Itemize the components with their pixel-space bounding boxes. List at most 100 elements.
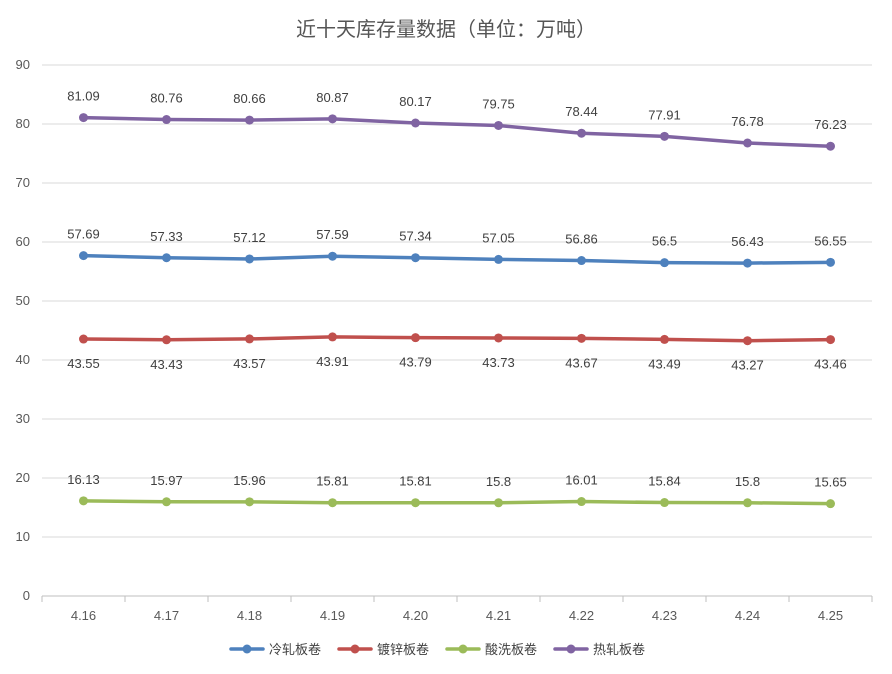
data-label: 43.91	[316, 354, 349, 369]
data-point	[494, 498, 503, 508]
x-tick-label: 4.16	[71, 608, 96, 623]
data-point	[577, 256, 586, 266]
data-label: 57.69	[67, 227, 100, 242]
data-point	[245, 497, 254, 507]
legend-swatch-marker	[566, 644, 576, 654]
data-point	[328, 498, 337, 508]
data-point	[411, 253, 420, 263]
data-label: 43.79	[399, 355, 432, 370]
y-tick-label: 0	[23, 588, 30, 603]
data-label: 43.67	[565, 355, 598, 370]
data-point	[245, 334, 254, 344]
series-group	[79, 113, 835, 509]
legend-swatch-marker	[242, 644, 252, 654]
data-label: 43.49	[648, 356, 681, 371]
x-tick-label: 4.25	[818, 608, 843, 623]
data-label: 57.33	[150, 229, 183, 244]
data-label: 57.34	[399, 229, 432, 244]
data-label: 43.43	[150, 357, 183, 372]
x-tick-label: 4.20	[403, 608, 428, 623]
y-tick-label: 70	[16, 175, 30, 190]
data-point	[577, 128, 586, 138]
data-point	[577, 497, 586, 507]
data-point	[826, 499, 835, 509]
x-tick-label: 4.24	[735, 608, 760, 623]
data-point	[660, 334, 669, 344]
y-tick-label: 40	[16, 352, 30, 367]
data-point	[162, 115, 171, 125]
data-point	[79, 113, 88, 123]
data-point	[79, 334, 88, 344]
y-tick-label: 20	[16, 470, 30, 485]
data-point	[162, 253, 171, 263]
data-point	[328, 251, 337, 261]
x-axis: 4.16 4.17 4.18 4.19 4.20 4.21 4.22 4.23 4.24 4.25	[41, 596, 873, 623]
data-label: 76.78	[731, 114, 764, 129]
x-tick-label: 4.23	[652, 608, 677, 623]
data-point	[826, 335, 835, 345]
data-label: 80.87	[316, 90, 349, 105]
x-tick-label: 4.17	[154, 608, 179, 623]
data-label: 16.01	[565, 473, 598, 488]
legend-label: 热轧板卷	[593, 642, 645, 658]
data-point	[245, 254, 254, 264]
legend-item: 冷轧板卷	[229, 642, 321, 658]
y-tick-label: 80	[16, 116, 30, 131]
data-point	[411, 118, 420, 128]
data-point	[411, 498, 420, 508]
y-tick-label: 50	[16, 293, 30, 308]
data-label: 43.55	[67, 356, 100, 371]
data-label: 57.12	[233, 230, 266, 245]
data-label: 15.8	[735, 474, 760, 489]
legend-item: 热轧板卷	[553, 642, 645, 658]
data-point	[411, 333, 420, 343]
data-point	[494, 254, 503, 264]
data-label: 76.23	[814, 117, 847, 132]
data-label: 43.73	[482, 355, 515, 370]
data-label: 15.84	[648, 474, 681, 489]
series-3	[79, 496, 835, 509]
data-label: 15.81	[399, 474, 432, 489]
series-4	[79, 113, 835, 151]
data-label: 43.46	[814, 357, 847, 372]
data-point	[328, 114, 337, 124]
data-label: 56.5	[652, 234, 677, 249]
data-point	[660, 498, 669, 508]
data-point	[79, 496, 88, 506]
chart-title: 近十天库存量数据（单位：万吨）	[296, 17, 596, 41]
x-tick-label: 4.22	[569, 608, 594, 623]
x-tick-label: 4.21	[486, 608, 511, 623]
data-point	[162, 497, 171, 507]
data-label: 43.27	[731, 358, 764, 373]
data-point	[826, 141, 835, 151]
data-point	[162, 335, 171, 345]
series-1	[79, 251, 835, 268]
legend-label: 镀锌板卷	[377, 642, 429, 658]
data-label: 16.13	[67, 472, 100, 487]
data-point	[660, 131, 669, 141]
data-point	[245, 115, 254, 125]
series-line	[81, 499, 833, 506]
legend: 冷轧板卷 镀锌板卷 酸洗板卷 热轧板卷	[229, 642, 645, 658]
data-label: 15.65	[814, 475, 847, 490]
series-line	[81, 253, 833, 265]
data-label: 80.17	[399, 94, 432, 109]
data-label: 15.96	[233, 473, 266, 488]
data-point	[743, 258, 752, 268]
legend-label: 冷轧板卷	[269, 642, 321, 658]
data-point	[494, 333, 503, 343]
data-label: 77.91	[648, 107, 681, 122]
x-tick-label: 4.19	[320, 608, 345, 623]
data-label: 80.76	[150, 91, 183, 106]
data-label: 79.75	[482, 96, 515, 111]
data-point	[577, 333, 586, 343]
data-point	[743, 498, 752, 508]
data-label: 81.09	[67, 89, 100, 104]
data-label: 56.55	[814, 233, 847, 248]
y-tick-label: 30	[16, 411, 30, 426]
y-tick-label: 60	[16, 234, 30, 249]
data-point	[743, 138, 752, 148]
data-label: 56.86	[565, 232, 598, 247]
series-line	[81, 335, 833, 343]
